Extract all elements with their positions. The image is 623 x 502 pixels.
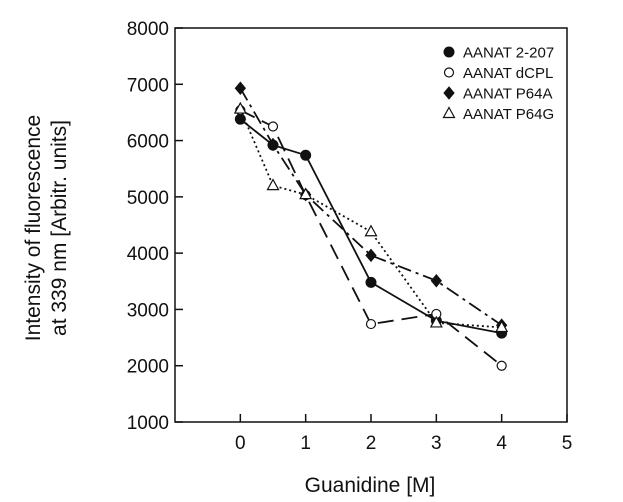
- series-aanat-p64g-point: [429, 315, 443, 328]
- series-aanat-p64g-line: [239, 108, 502, 329]
- series-aanat-p64g-point: [266, 178, 280, 191]
- series-aanat-p64g-point: [364, 224, 378, 237]
- legend-marker: [443, 67, 455, 78]
- legend-marker: [443, 46, 455, 58]
- series-aanat-p64g-point: [495, 320, 509, 333]
- x-tick-label: 5: [562, 433, 573, 454]
- x-tick-label: 0: [235, 433, 246, 454]
- series-aanat-p64g-point: [233, 101, 247, 114]
- x-tick-label: 4: [496, 433, 507, 454]
- legend-marker: [443, 86, 455, 100]
- x-tick-label: 3: [431, 433, 442, 454]
- y-tick-label: 1000: [127, 413, 169, 434]
- y-axis-title-line-1: Intensity of fluorescence: [22, 115, 45, 341]
- y-axis-title-line-2: at 339 nm [Arbitr. units]: [48, 120, 71, 336]
- y-tick-label: 4000: [127, 244, 169, 265]
- series-aanat-p64a-point: [234, 81, 246, 96]
- legend-label: AANAT 2-207: [463, 45, 554, 62]
- y-tick-label: 6000: [127, 132, 169, 153]
- x-tick-label: 2: [366, 433, 377, 454]
- series-aanat-p64a-point: [365, 248, 377, 263]
- series-aanat-dcpl-point: [496, 360, 507, 371]
- series-aanat-p64a-point: [267, 137, 279, 152]
- series-aanat-2-207-point: [234, 113, 246, 125]
- series-aanat-dcpl-point: [267, 121, 279, 132]
- series-aanat-p64g: [239, 108, 502, 329]
- series-aanat-dcpl-line: [239, 109, 503, 367]
- series-aanat-2-207-point: [300, 149, 312, 161]
- series-aanat-dcpl: [239, 109, 503, 367]
- x-axis-title: Guanidine [M]: [305, 474, 436, 497]
- y-tick-label: 7000: [127, 75, 169, 96]
- y-tick-label: 5000: [127, 188, 169, 209]
- series-aanat-p64g-point: [299, 187, 313, 200]
- legend-label: AANAT dCPL: [463, 65, 553, 82]
- series-aanat-p64a-point: [430, 273, 442, 288]
- series-aanat-p64a-line: [239, 87, 503, 326]
- x-tick-label: 1: [300, 433, 311, 454]
- y-tick-label: 3000: [127, 300, 169, 321]
- series-aanat-dcpl-point: [365, 318, 377, 330]
- legend-label: AANAT P64A: [463, 86, 553, 103]
- legend-marker: [442, 106, 456, 119]
- series-aanat-2-207-point: [365, 276, 377, 288]
- legend-label: AANAT P64G: [463, 106, 554, 123]
- y-tick-label: 2000: [127, 357, 169, 378]
- series-aanat-p64g-markers: [233, 101, 509, 333]
- series-aanat-p64a: [239, 87, 503, 326]
- y-tick-label: 8000: [127, 19, 169, 40]
